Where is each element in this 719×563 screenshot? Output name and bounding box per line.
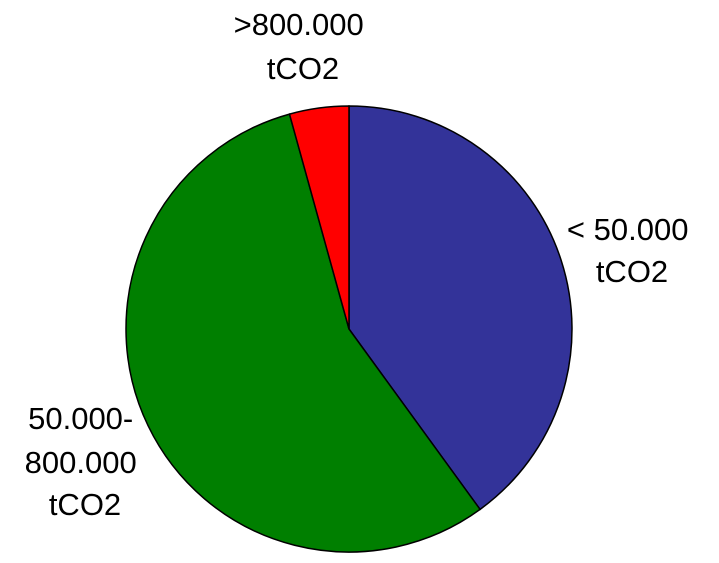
label-50000-800000: 50.000- 800.000 tCO2 <box>25 401 146 522</box>
label-under-50000: < 50.000 tCO2 <box>567 212 697 289</box>
label-over-800000-line-2: tCO2 <box>267 51 339 86</box>
label-over-800000-line-1: >800.000 <box>234 7 364 42</box>
label-50000-800000-line-1: 50.000- <box>28 401 133 436</box>
label-under-50000-line-1: < 50.000 <box>567 212 689 247</box>
label-50000-800000-line-2: 800.000 <box>25 445 137 480</box>
pie-slices <box>125 105 573 553</box>
slice-under-50000 <box>348 105 573 511</box>
label-under-50000-line-2: tCO2 <box>596 254 668 289</box>
label-over-800000: >800.000 tCO2 <box>234 7 373 86</box>
label-50000-800000-line-3: tCO2 <box>49 487 121 522</box>
slice-over-800000 <box>288 105 350 330</box>
slice-50000-800000 <box>125 113 482 553</box>
